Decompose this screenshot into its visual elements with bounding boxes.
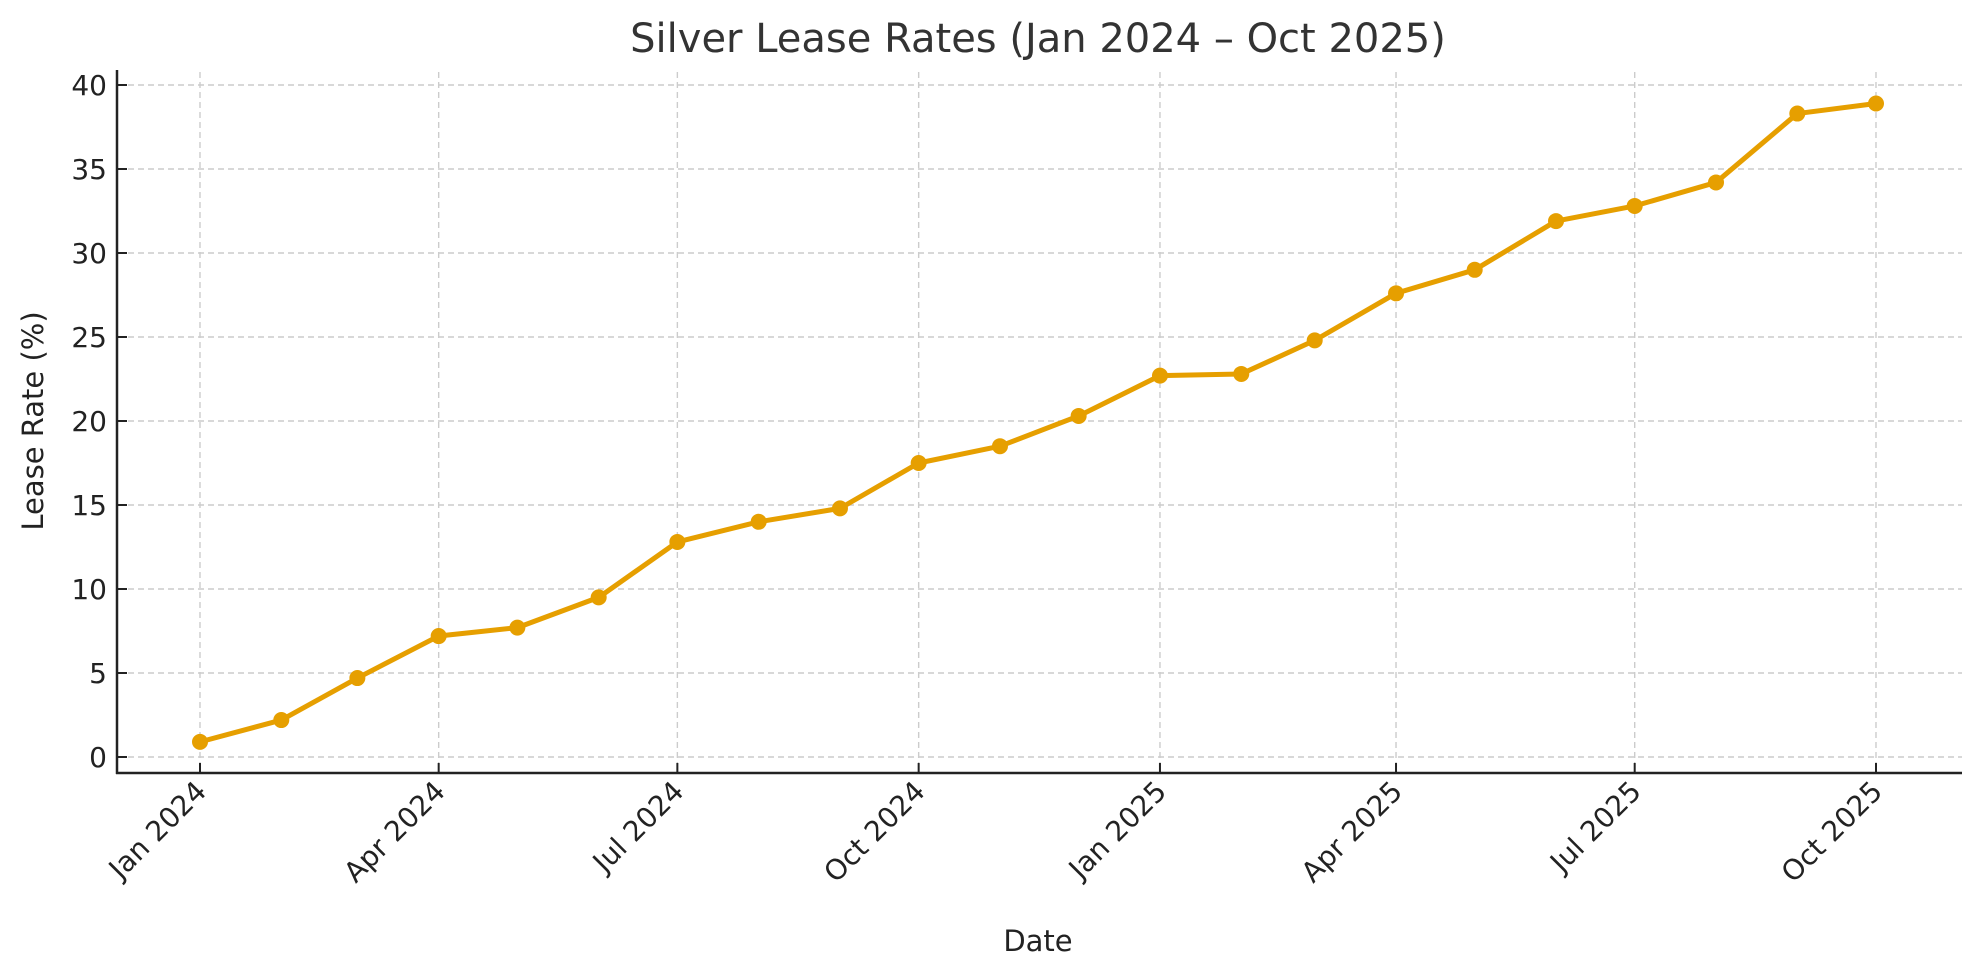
data-point-marker: Jul 2025: 32.8 — [1626, 197, 1643, 214]
x-tick-label: Oct 2024 — [817, 775, 931, 889]
x-tick-label: Jul 2025 — [1542, 775, 1647, 880]
y-axis-label: Lease Rate (%) — [16, 311, 50, 530]
data-point-marker: Apr 2025: 27.6 — [1388, 285, 1405, 302]
data-point-marker: May 2024: 7.7 — [509, 619, 526, 636]
data-point-marker: Oct 2025: 38.9 — [1868, 95, 1884, 112]
y-tick-label: 25 — [71, 321, 107, 354]
y-tick-label: 5 — [89, 657, 107, 690]
series-line — [197, 100, 1879, 745]
x-axis-ticks: Jan 2024 Apr 2024 Jul 2024 Oct 2024 Jan 2025… — [101, 763, 1889, 889]
x-tick-label: Jan 2024 — [101, 775, 213, 887]
data-point-marker: May 2025: 29 — [1466, 261, 1483, 278]
data-point-marker: Jan 2025: 22.7 — [1151, 367, 1168, 384]
data-point-marker: Feb 2024: 2.2 — [273, 712, 290, 729]
y-tick-label: 10 — [71, 573, 107, 606]
y-tick-label: 35 — [71, 153, 107, 186]
y-tick-label: 40 — [71, 69, 107, 102]
data-point-marker: Aug 2024: 14 — [750, 513, 767, 530]
data-series: Jan 2024: 0.9 Feb 2024: 2.2 Mar 2024: 4.7 A… — [192, 95, 1884, 750]
data-point-marker: Feb 2025: 22.8 — [1233, 365, 1250, 382]
x-tick-label: Oct 2025 — [1775, 775, 1889, 889]
data-point-marker: Mar 2024: 4.7 — [349, 670, 366, 687]
data-point-marker: Nov 2024: 18.5 — [991, 438, 1008, 455]
y-axis-ticks: 0 5 10 15 20 25 30 35 40 — [71, 69, 127, 774]
gridlines — [118, 72, 1962, 772]
x-tick-label: Apr 2025 — [1295, 775, 1409, 889]
x-tick-label: Jan 2025 — [1061, 775, 1173, 887]
x-tick-label: Apr 2024 — [337, 775, 451, 889]
data-point-marker: Jun 2024: 9.5 — [590, 589, 607, 606]
y-tick-label: 20 — [71, 405, 107, 438]
data-point-marker: Apr 2024: 7.2 — [430, 628, 447, 645]
data-point-marker: Jul 2024: 12.8 — [669, 533, 686, 550]
data-point-marker: Aug 2025: 34.2 — [1708, 174, 1725, 191]
data-point-marker: Mar 2025: 24.8 — [1306, 332, 1323, 349]
y-tick-label: 0 — [89, 741, 107, 774]
data-point-marker: Dec 2024: 20.3 — [1070, 407, 1087, 424]
data-point-marker: Jun 2025: 31.9 — [1548, 213, 1565, 230]
chart-title: Silver Lease Rates (Jan 2024 – Oct 2025) — [630, 16, 1446, 62]
data-point-marker: Sep 2025: 38.3 — [1789, 105, 1806, 122]
x-tick-label: Jul 2024 — [585, 775, 690, 880]
data-point-marker: Sep 2024: 14.8 — [831, 500, 848, 517]
data-point-marker: Oct 2024: 17.5 — [910, 455, 927, 471]
data-point-marker: Jan 2024: 0.9 — [192, 733, 208, 750]
x-axis-label: Date — [1003, 924, 1072, 958]
y-tick-label: 15 — [71, 489, 107, 522]
y-tick-label: 30 — [71, 237, 107, 270]
